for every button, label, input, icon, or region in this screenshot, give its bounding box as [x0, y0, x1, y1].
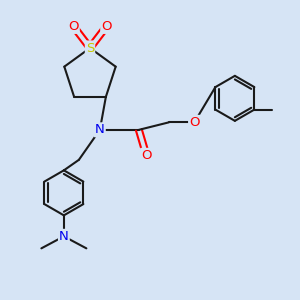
Text: O: O	[189, 116, 200, 129]
Text: O: O	[68, 20, 79, 33]
Text: N: N	[59, 230, 69, 243]
Text: O: O	[101, 20, 112, 33]
Text: S: S	[86, 41, 94, 55]
Text: O: O	[141, 149, 152, 162]
Text: N: N	[95, 123, 105, 136]
